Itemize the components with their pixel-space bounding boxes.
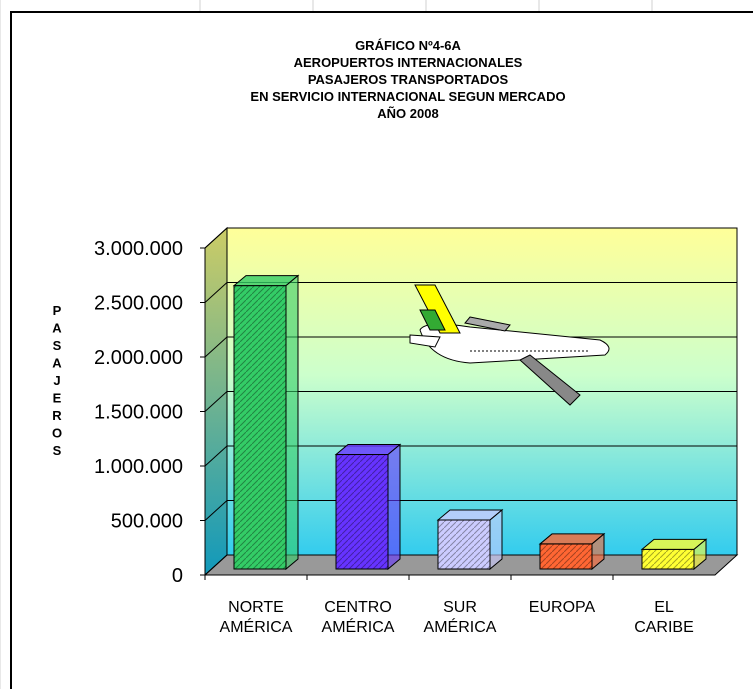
y-tick-label: 1.500.000 — [94, 402, 183, 424]
bar — [640, 538, 708, 571]
x-tick-label: CENTRO AMÉRICA — [322, 599, 395, 636]
bar-texture — [540, 543, 592, 569]
grid-line — [204, 282, 228, 303]
y-tick-label: 500.000 — [111, 511, 183, 533]
bar-texture — [234, 285, 286, 569]
chart-title-line: PASAJEROS TRANSPORTADOS — [308, 72, 509, 87]
x-tick-label: NORTE AMÉRICA — [220, 599, 293, 636]
chart-title-line: AÑO 2008 — [377, 106, 438, 121]
y-tick-label: 2.500.000 — [94, 293, 183, 315]
bar-texture — [336, 454, 388, 569]
y-tick-label: 1.000.000 — [94, 456, 183, 478]
bar — [436, 508, 504, 571]
grid-line — [204, 336, 228, 358]
bar-side — [387, 443, 401, 571]
bar-texture — [438, 519, 490, 569]
bar — [538, 532, 606, 571]
x-tick-label: EL CARIBE — [634, 599, 694, 636]
airplane-clipart — [409, 284, 610, 406]
chart-title: GRÁFICO Nº4-6A AEROPUERTOS INTERNACIONALE… — [250, 38, 565, 121]
grid-line — [204, 445, 228, 467]
x-tick-label: SUR AMÉRICA — [424, 599, 497, 636]
grid-line — [204, 391, 228, 412]
bar-side — [591, 532, 605, 571]
y-tick-label: 2.000.000 — [94, 347, 183, 369]
y-tick-label: 0 — [172, 565, 183, 587]
bar-side — [285, 274, 299, 571]
grid-line — [204, 227, 228, 249]
bar-side — [489, 508, 503, 571]
bar — [232, 274, 300, 571]
chart-title-line: GRÁFICO Nº4-6A — [355, 38, 461, 53]
chart-title-line: EN SERVICIO INTERNACIONAL SEGUN MERCADO — [250, 89, 565, 104]
bar-texture — [642, 549, 694, 569]
x-tick-label: EUROPA — [529, 599, 596, 616]
grid-line — [204, 500, 228, 521]
bar-side — [693, 538, 707, 571]
bar — [334, 443, 402, 571]
y-tick-label: 3.000.000 — [94, 238, 183, 260]
sheet-grid — [0, 0, 653, 689]
grid-line — [204, 554, 228, 576]
chart-title-line: AEROPUERTOS INTERNACIONALES — [294, 55, 523, 70]
